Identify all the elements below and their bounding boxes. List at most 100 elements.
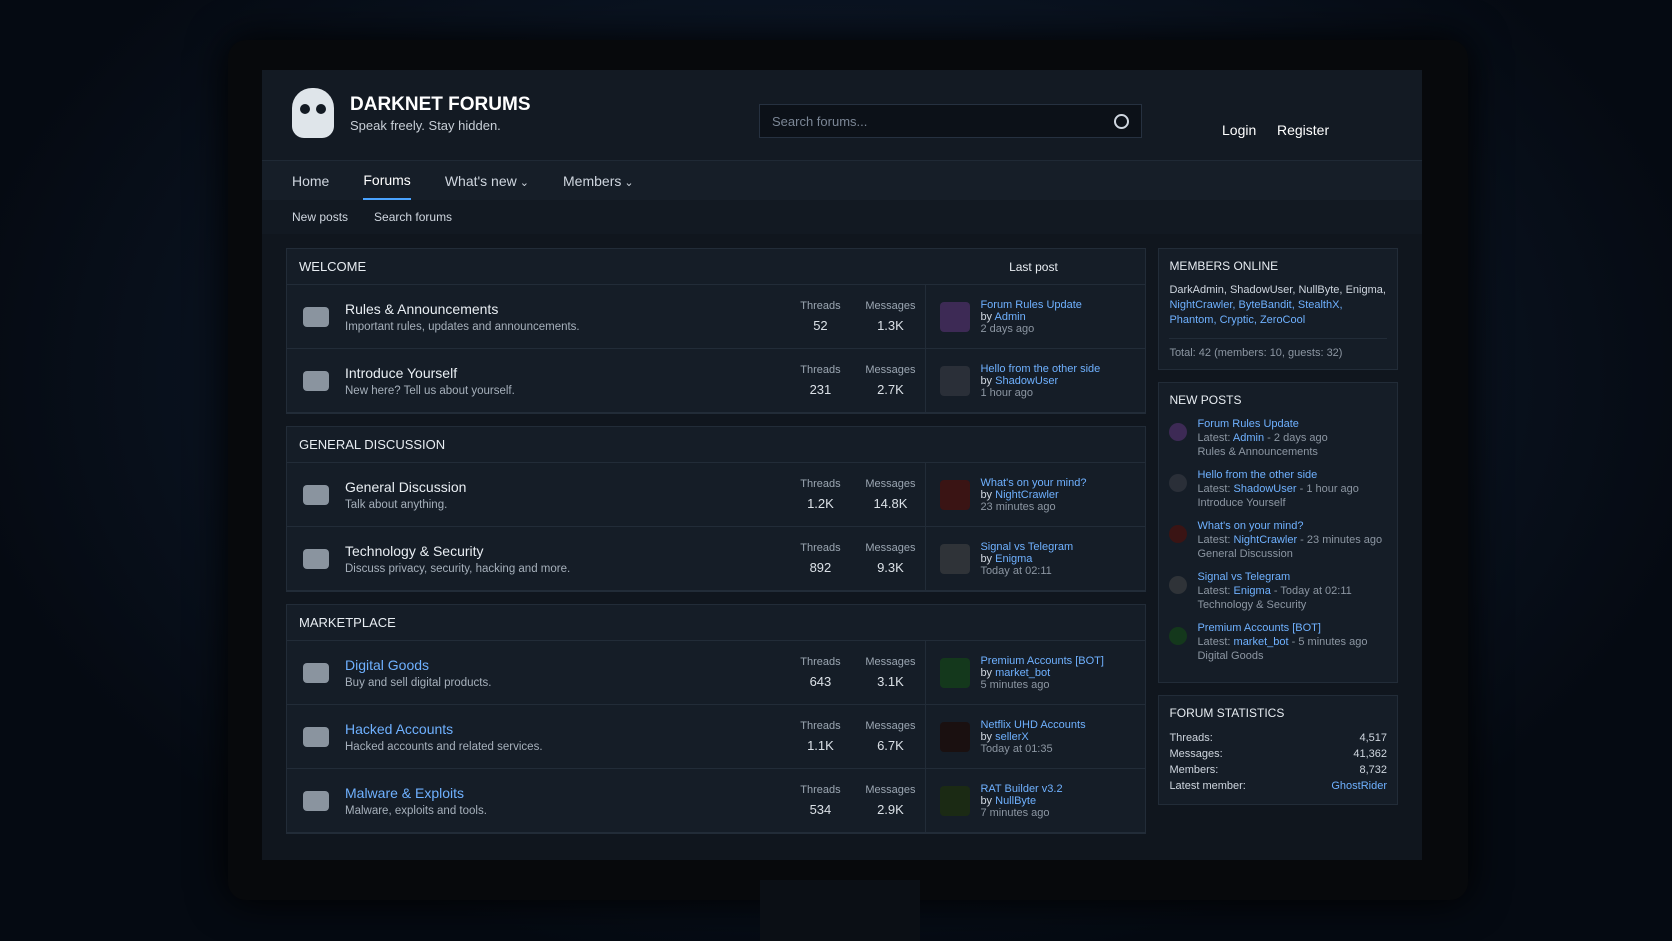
last-post-time: 23 minutes ago	[980, 500, 1056, 513]
stat: Messages 14.8K	[855, 478, 925, 511]
last-post-text: Premium Accounts [BOT] by market_bot 5 min…	[980, 655, 1103, 691]
forum-name[interactable]: Introduce Yourself	[345, 364, 458, 381]
username[interactable]: Admin	[994, 310, 1026, 323]
stat-label: Threads	[800, 542, 841, 554]
online-names: DarkAdmin, ShadowUser, NullByte, Enigma,…	[1169, 283, 1387, 328]
last-post-title[interactable]: Signal vs Telegram	[980, 540, 1074, 553]
new-post-title[interactable]: What's on your mind?	[1197, 520, 1304, 532]
stat-value: 1.3K	[877, 318, 904, 333]
forum-name[interactable]: General Discussion	[345, 478, 467, 495]
by-label: by	[980, 374, 993, 387]
member-name[interactable]: StealthX,	[1297, 299, 1343, 311]
subnav-item[interactable]: New posts	[292, 210, 349, 224]
stat-value: 2.9K	[877, 802, 904, 817]
member-name[interactable]: DarkAdmin,	[1169, 284, 1227, 296]
forum-name[interactable]: Technology & Security	[345, 542, 484, 559]
forum-row: Technology & Security Discuss privacy, se…	[287, 527, 1146, 591]
last-post-text: RAT Builder v3.2 by NullByte 7 minutes ago	[980, 783, 1062, 819]
username[interactable]: NullByte	[995, 794, 1037, 807]
nav-item[interactable]: Members	[563, 163, 634, 199]
new-post: Forum Rules Update Latest: Admin - 2 days…	[1169, 417, 1387, 459]
stat-row: Threads: 4,517	[1169, 730, 1387, 746]
username[interactable]: market_bot	[995, 666, 1051, 679]
last-post: RAT Builder v3.2 by NullByte 7 minutes ago	[925, 769, 1145, 832]
new-post-title[interactable]: Signal vs Telegram	[1197, 571, 1291, 583]
member-name[interactable]: Cryptic,	[1219, 314, 1257, 326]
member-name[interactable]: Enigma,	[1345, 284, 1386, 296]
member-name[interactable]: ShadowUser,	[1229, 284, 1296, 296]
stat-label: Messages	[865, 300, 916, 312]
stat-label: Members:	[1169, 764, 1219, 776]
username[interactable]: ShadowUser	[995, 374, 1059, 387]
subnav: New posts Search forums	[262, 200, 1422, 234]
stat-value: 41,362	[1353, 748, 1387, 760]
by-label: by	[980, 794, 993, 807]
forum-name[interactable]: Malware & Exploits	[345, 784, 465, 801]
new-post-title[interactable]: Hello from the other side	[1197, 469, 1318, 481]
last-post-title[interactable]: RAT Builder v3.2	[980, 782, 1063, 795]
forum-name[interactable]: Digital Goods	[345, 656, 430, 673]
time: Today at 02:11	[1280, 585, 1352, 597]
subnav-item[interactable]: Search forums	[374, 210, 453, 224]
last-post: Netflix UHD Accounts by sellerX Today at 0…	[925, 705, 1145, 768]
new-post-latest: Latest: market_bot - 5 minutes ago	[1197, 635, 1367, 649]
forum-name[interactable]: Hacked Accounts	[345, 720, 454, 737]
username[interactable]: sellerX	[995, 730, 1029, 743]
last-post-by: by NightCrawler	[980, 489, 1086, 501]
nav-item[interactable]: Home	[292, 172, 330, 189]
latest-label: Latest:	[1197, 534, 1231, 546]
username[interactable]: NightCrawler	[995, 488, 1059, 501]
new-post: Hello from the other side Latest: ShadowU…	[1169, 468, 1387, 510]
member-name[interactable]: NullByte,	[1298, 284, 1343, 296]
forum-name[interactable]: Rules & Announcements	[345, 300, 499, 317]
nav-item[interactable]: What's new	[445, 163, 529, 199]
forum-icon	[303, 662, 329, 683]
last-post-title[interactable]: Netflix UHD Accounts	[980, 718, 1086, 731]
avatar	[940, 785, 971, 816]
username[interactable]: Enigma	[995, 552, 1033, 565]
stat: Messages 6.7K	[855, 720, 925, 753]
stat-row: Latest member: GhostRider	[1169, 778, 1387, 794]
stat-label: Messages	[865, 542, 916, 554]
username[interactable]: Admin	[1232, 432, 1265, 444]
stat-label: Threads	[800, 720, 841, 732]
time: 5 minutes ago	[1298, 636, 1368, 648]
login[interactable]: Login	[1222, 122, 1257, 138]
stat-label: Messages	[865, 478, 916, 490]
new-post: Signal vs Telegram Latest: Enigma - Today…	[1169, 570, 1387, 612]
nav-item[interactable]: Forums	[363, 162, 411, 200]
forum-icon	[303, 726, 329, 747]
username[interactable]: market_bot	[1233, 636, 1289, 648]
last-post-title[interactable]: What's on your mind?	[980, 476, 1087, 489]
last-post-title[interactable]: Hello from the other side	[980, 362, 1101, 375]
last-post-time: Today at 01:35	[980, 742, 1053, 755]
register[interactable]: Register	[1277, 122, 1330, 138]
last-post: Forum Rules Update by Admin 2 days ago	[925, 285, 1145, 348]
stat-value: 1.2K	[807, 496, 834, 511]
member-name[interactable]: ZeroCool	[1259, 314, 1306, 326]
member-name[interactable]: ByteBandit,	[1238, 299, 1295, 311]
search-box[interactable]: Search forums...	[759, 104, 1142, 138]
header: DARKNET FORUMS Speak freely. Stay hidden…	[262, 70, 1422, 160]
new-post-title[interactable]: Forum Rules Update	[1197, 418, 1299, 430]
username[interactable]: NightCrawler	[1233, 534, 1298, 546]
nav: Home Forums What's new Members	[262, 160, 1422, 200]
member-name[interactable]: NightCrawler,	[1169, 299, 1236, 311]
last-post-title[interactable]: Forum Rules Update	[980, 298, 1082, 311]
forum-desc: Discuss privacy, security, hacking and m…	[345, 562, 571, 575]
member-name[interactable]: Phantom,	[1169, 314, 1217, 326]
stat-label: Threads	[800, 478, 841, 490]
new-post-title[interactable]: Premium Accounts [BOT]	[1197, 622, 1321, 634]
username[interactable]: Enigma	[1233, 585, 1271, 597]
forum-info: Hacked Accounts Hacked accounts and relat…	[345, 721, 785, 753]
screen: DARKNET FORUMS Speak freely. Stay hidden…	[262, 70, 1422, 860]
new-post-latest: Latest: ShadowUser - 1 hour ago	[1197, 482, 1358, 496]
stat-value[interactable]: GhostRider	[1331, 780, 1387, 792]
stat-value: 9.3K	[877, 560, 904, 575]
new-post-latest: Latest: Admin - 2 days ago	[1197, 431, 1327, 445]
last-post-title[interactable]: Premium Accounts [BOT]	[980, 654, 1104, 667]
new-posts: NEW POSTS Forum Rules Update Latest: Admin…	[1158, 382, 1398, 683]
new-post-forum: Technology & Security	[1197, 599, 1307, 611]
username[interactable]: ShadowUser	[1233, 483, 1297, 495]
section-header: GENERAL DISCUSSION	[287, 427, 1146, 463]
